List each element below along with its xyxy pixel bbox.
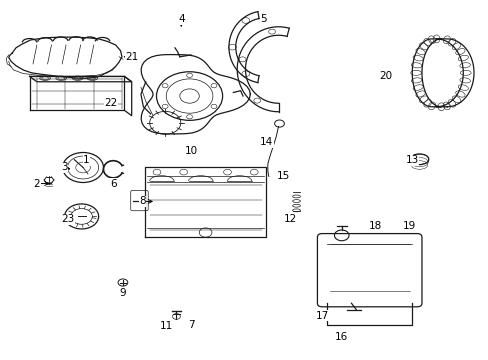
Text: 18: 18	[368, 221, 382, 231]
Text: 8: 8	[139, 197, 145, 206]
Text: 13: 13	[405, 156, 418, 165]
Text: 6: 6	[110, 179, 116, 189]
Text: 19: 19	[403, 221, 416, 231]
Text: 2: 2	[34, 179, 40, 189]
Text: 22: 22	[104, 98, 117, 108]
Text: 16: 16	[334, 332, 347, 342]
Text: 3: 3	[61, 162, 68, 172]
Text: 5: 5	[260, 14, 267, 24]
Text: 15: 15	[276, 171, 289, 181]
Text: 9: 9	[120, 288, 126, 297]
Text: 20: 20	[378, 71, 391, 81]
Text: 11: 11	[160, 321, 173, 332]
Text: 7: 7	[187, 320, 194, 330]
Text: 14: 14	[259, 138, 272, 148]
Text: 23: 23	[61, 214, 75, 224]
Text: 4: 4	[178, 14, 184, 24]
Text: 1: 1	[83, 156, 90, 165]
Text: 10: 10	[184, 147, 197, 157]
Text: 12: 12	[284, 214, 297, 224]
Text: 17: 17	[315, 311, 328, 321]
Text: 21: 21	[125, 52, 138, 62]
